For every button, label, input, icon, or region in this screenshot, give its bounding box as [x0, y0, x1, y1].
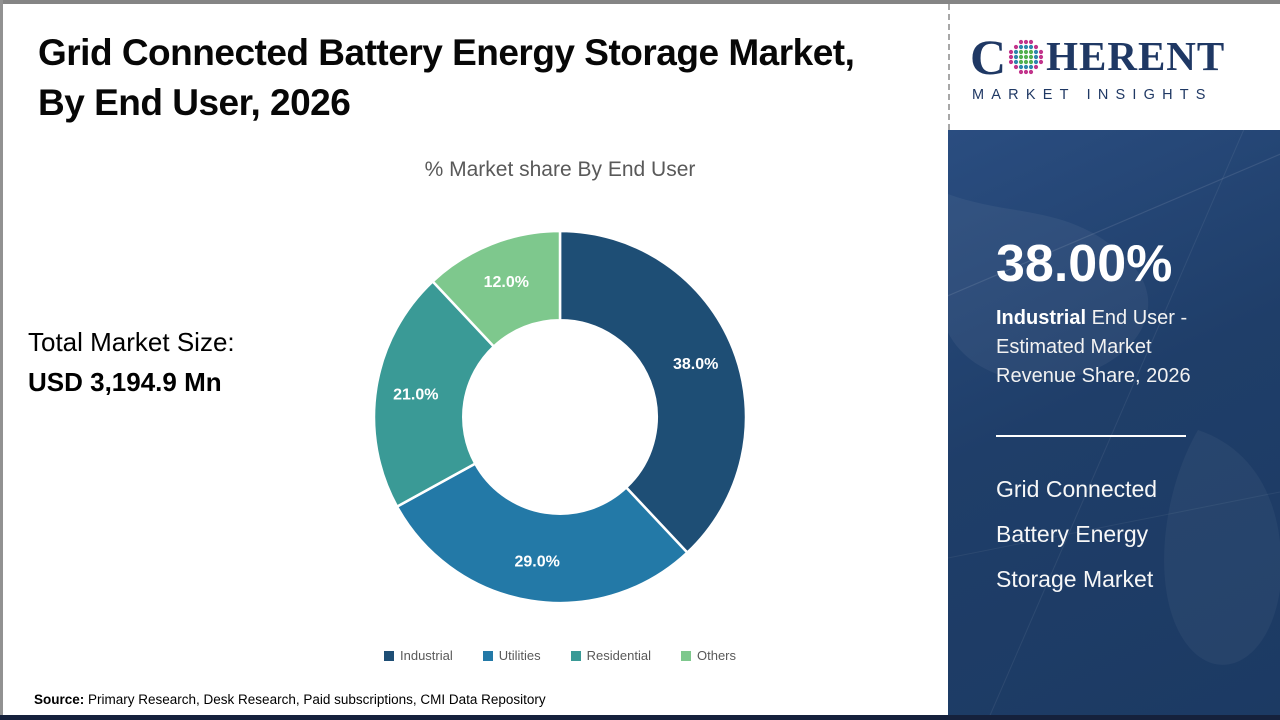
donut-slice-residential	[372, 280, 496, 508]
brand-logo: C HERENT MARKET INSIGHTS	[948, 4, 1280, 130]
stat-segment-name: Industrial	[996, 307, 1087, 329]
total-market-label: Total Market Size:	[28, 327, 235, 357]
sidebar-divider	[996, 435, 1186, 437]
legend-label: Residential	[586, 648, 651, 663]
legend-swatch-icon	[482, 650, 493, 661]
donut-slice-industrial	[558, 229, 748, 554]
legend-item: Utilities	[482, 648, 541, 663]
world-map-overlay	[948, 130, 1280, 720]
legend-label: Industrial	[400, 648, 453, 663]
legend-swatch-icon	[680, 650, 691, 661]
chart-subtitle: % Market share By End User	[424, 158, 696, 181]
slice-label-others: 12.0%	[484, 274, 529, 291]
sidebar-market-name: Grid Connected Battery Energy Storage Ma…	[996, 476, 1158, 592]
slice-label-industrial: 38.0%	[673, 356, 718, 373]
slice-label-utilities: 29.0%	[515, 554, 560, 571]
legend-item: Industrial	[384, 648, 453, 663]
highlight-stat-description: Industrial End User - Estimated Market R…	[996, 304, 1228, 391]
donut-chart: 38.0% 29.0% 21.0% 12.0%	[372, 229, 748, 605]
slice-label-residential: 21.0%	[393, 387, 438, 404]
legend-swatch-icon	[570, 650, 581, 661]
legend-label: Others	[696, 648, 736, 663]
globe-icon	[1009, 39, 1044, 74]
highlight-stat-value: 38.00%	[996, 235, 1173, 293]
page-title: Grid Connected Battery Energy Storage Ma…	[38, 28, 908, 129]
legend-label: Utilities	[498, 648, 541, 663]
sidebar-panel: 38.00% Industrial End User - Estimated M…	[948, 130, 1280, 720]
page-title-line2: By End User, 2026	[38, 82, 351, 124]
legend-item: Others	[680, 648, 736, 663]
brand-logo-subtext: MARKET INSIGHTS	[972, 86, 1213, 103]
donut-slice-utilities	[395, 462, 689, 605]
total-market-value: USD 3,194.9 Mn	[28, 367, 222, 397]
source-text: Primary Research, Desk Research, Paid su…	[84, 692, 546, 707]
source-line: Source: Primary Research, Desk Research,…	[34, 692, 546, 707]
legend-swatch-icon	[384, 650, 394, 661]
sidebar: C HERENT MARKET INSIGHTS 38.00% Industri…	[948, 0, 1280, 720]
brand-logo-wordmark: C HERENT	[970, 32, 1280, 82]
logo-letters-rest: HERENT	[1046, 33, 1226, 79]
total-market-block: Total Market Size: USD 3,194.9 Mn	[28, 322, 235, 402]
sidebar-content: 38.00% Industrial End User - Estimated M…	[948, 234, 1280, 602]
legend-item: Residential	[570, 648, 651, 663]
logo-letter-c: C	[970, 28, 1007, 85]
bottom-strip	[0, 715, 1280, 720]
source-label: Source:	[34, 692, 85, 707]
donut-slice-others	[431, 229, 562, 348]
left-border	[0, 0, 3, 720]
chart-legend: Industrial Utilities Residential Others	[170, 648, 950, 663]
page-title-line1: Grid Connected Battery Energy Storage Ma…	[38, 32, 855, 73]
top-border	[0, 0, 1280, 4]
stat-description-rest: End User - Estimated Market Revenue Shar…	[996, 307, 1191, 387]
